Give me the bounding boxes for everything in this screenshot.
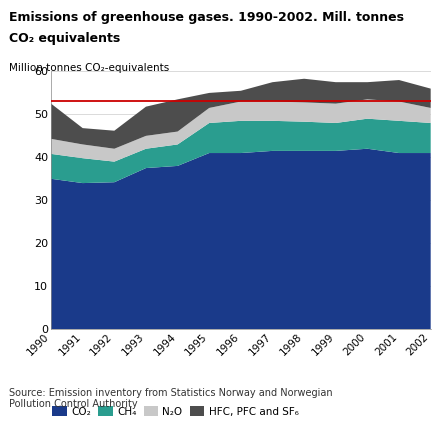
- Text: CO₂ equivalents: CO₂ equivalents: [9, 32, 120, 45]
- Text: Million tonnes CO₂-equivalents: Million tonnes CO₂-equivalents: [9, 63, 169, 73]
- Text: Emissions of greenhouse gases. 1990-2002. Mill. tonnes: Emissions of greenhouse gases. 1990-2002…: [9, 11, 404, 24]
- Text: Source: Emission inventory from Statistics Norway and Norwegian
Pollution Contro: Source: Emission inventory from Statisti…: [9, 388, 333, 409]
